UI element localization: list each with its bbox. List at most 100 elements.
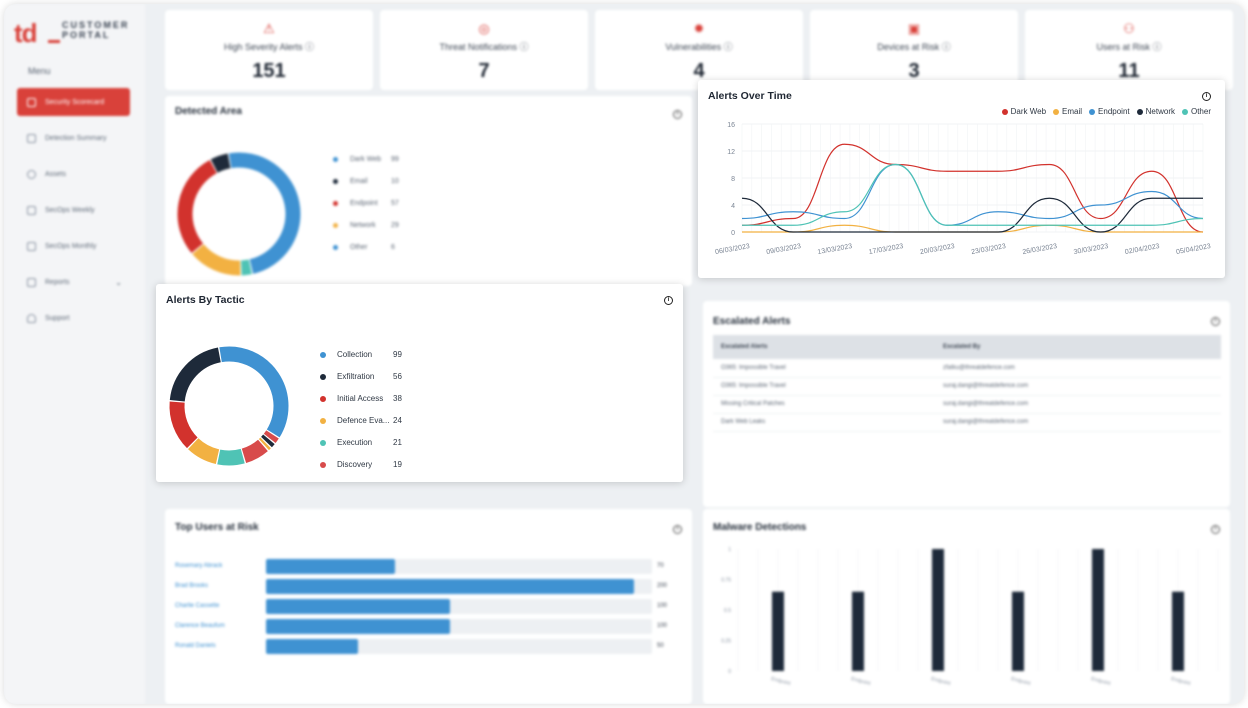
- column-header[interactable]: Escalated Alerts: [713, 335, 935, 359]
- malware-bar[interactable]: [772, 591, 784, 671]
- legend-item[interactable]: Email: [1053, 107, 1082, 116]
- donut-slice[interactable]: [263, 430, 279, 444]
- sidebar-item-security-scorecard[interactable]: Security Scorecard: [17, 88, 130, 116]
- legend-item[interactable]: Initial Access 38: [320, 394, 402, 403]
- legend-item[interactable]: Collection 99: [320, 350, 402, 359]
- sidebar-item-secops-weekly[interactable]: SecOps Weekly: [17, 196, 130, 224]
- user-risk-value: 70: [657, 563, 664, 569]
- table-row[interactable]: Missing Critical Patches suraj.dangi@thre…: [713, 395, 1221, 414]
- kpi-card-devices-at-risk[interactable]: ▣ Devices at Risk ⓘ 3: [810, 10, 1018, 90]
- kpi-card-threat-notifications[interactable]: ◎ Threat Notifications ⓘ 7: [380, 10, 588, 90]
- sidebar-item-detection-summary[interactable]: Detection Summary: [17, 124, 130, 152]
- malware-bar[interactable]: [1092, 549, 1104, 671]
- info-icon[interactable]: i: [673, 525, 682, 534]
- user-name-link[interactable]: Brad Brooks: [175, 583, 209, 589]
- series-line[interactable]: [741, 163, 1204, 226]
- table-row[interactable]: Dark Web Leaks suraj.dangi@threatdefence.…: [713, 413, 1221, 432]
- top-users-card: Top Users at Risk i Rosemary Abrack 70 Bra…: [165, 509, 692, 704]
- legend-item[interactable]: Discovery 19: [320, 460, 402, 469]
- legend-item[interactable]: Other 6: [333, 244, 395, 251]
- user-name-link[interactable]: Charlie Cassette: [175, 603, 220, 609]
- sidebar: td CUSTOMER PORTAL Menu Security Scorecar…: [4, 4, 145, 704]
- donut-slice[interactable]: [169, 347, 222, 402]
- legend-dot: [320, 417, 326, 424]
- malware-bar[interactable]: [1012, 591, 1024, 671]
- legend-label: Endpoint: [350, 200, 378, 207]
- user-risk-bar[interactable]: [266, 639, 358, 654]
- table-row[interactable]: O365: Impossible Travel zfatku@threatdefe…: [713, 359, 1221, 378]
- user-risk-value: 100: [657, 623, 668, 629]
- donut-slice[interactable]: [261, 434, 275, 448]
- user-risk-bar[interactable]: [266, 579, 634, 594]
- legend-item[interactable]: Network 29: [333, 222, 399, 229]
- user-name-link[interactable]: Clarence Beaufum: [175, 623, 225, 629]
- bar-track: [266, 639, 652, 654]
- escalated-alerts-card: Escalated Alerts i Escalated Alerts Esca…: [703, 301, 1230, 507]
- legend-label: Other: [350, 244, 368, 251]
- info-icon[interactable]: i: [673, 110, 682, 119]
- user-name-link[interactable]: Rosemary Abrack: [175, 563, 223, 569]
- donut-slice[interactable]: [188, 438, 220, 465]
- chevron-down-icon: ⌄: [115, 277, 122, 287]
- legend-item[interactable]: Endpoint 57: [333, 200, 399, 207]
- kpi-card-high-severity-alerts[interactable]: ⚠ High Severity Alerts ⓘ 151: [165, 10, 373, 90]
- column-header[interactable]: Escalated By: [935, 335, 1221, 359]
- sidebar-item-secops-monthly[interactable]: SecOps Monthly: [17, 232, 130, 260]
- user-risk-bar[interactable]: [266, 619, 450, 634]
- malware-bar[interactable]: [1172, 591, 1184, 671]
- malware-bar[interactable]: [932, 549, 944, 671]
- donut-slice[interactable]: [192, 243, 241, 276]
- legend-label: Exfiltration: [337, 372, 375, 381]
- user-name-link[interactable]: Ronald Daniels: [175, 643, 216, 649]
- card-title: Alerts Over Time: [708, 90, 792, 102]
- series-line[interactable]: [741, 143, 1204, 233]
- sidebar-item-assets[interactable]: Assets: [17, 160, 130, 188]
- legend-label: Network: [1145, 107, 1175, 116]
- card-title: Malware Detections: [713, 522, 807, 533]
- series-line[interactable]: [742, 163, 1204, 226]
- info-icon[interactable]: i: [664, 296, 673, 305]
- table-row[interactable]: O365: Impossible Travel suraj.dangi@threa…: [713, 377, 1221, 396]
- info-icon[interactable]: i: [1202, 92, 1211, 101]
- donut-slice[interactable]: [219, 346, 289, 438]
- user-risk-bar[interactable]: [266, 599, 450, 614]
- series-line[interactable]: [741, 224, 1203, 233]
- legend-item[interactable]: Email 10: [333, 178, 399, 185]
- legend-item[interactable]: Endpoint: [1089, 107, 1130, 116]
- info-icon[interactable]: i: [1211, 525, 1220, 534]
- card-title: Escalated Alerts: [713, 316, 791, 327]
- chart-legend: Dark Web Email Endpoint Network Other: [1001, 107, 1211, 116]
- user-risk-value: 200: [657, 583, 668, 589]
- malware-bar[interactable]: [852, 591, 864, 671]
- user-risk-bar[interactable]: [266, 559, 395, 574]
- kpi-card-users-at-risk[interactable]: ⚇ Users at Risk ⓘ 11: [1025, 10, 1233, 90]
- donut-slice[interactable]: [258, 437, 271, 451]
- sidebar-item-support[interactable]: Support: [17, 304, 130, 332]
- legend-item[interactable]: Execution 21: [320, 438, 402, 447]
- donut-slice[interactable]: [228, 152, 301, 274]
- legend-item[interactable]: Dark Web: [1001, 107, 1046, 116]
- donut-slice[interactable]: [241, 439, 268, 463]
- card-title: Top Users at Risk: [175, 522, 259, 533]
- info-icon[interactable]: i: [1211, 317, 1220, 326]
- legend-dot: [320, 439, 326, 446]
- legend-item[interactable]: Defence Eva... 24: [320, 416, 402, 425]
- donut-slice[interactable]: [217, 448, 245, 466]
- table-cell: zfatku@threatdefence.com: [935, 359, 1221, 378]
- donut-slice[interactable]: [240, 259, 252, 276]
- sidebar-item-reports[interactable]: Reports ⌄: [17, 268, 130, 296]
- legend-item[interactable]: Network: [1136, 107, 1175, 116]
- y-tick-label: 0: [731, 230, 735, 237]
- donut-slice[interactable]: [210, 153, 231, 173]
- kpi-card-vulnerabilities[interactable]: ✹ Vulnerabilities ⓘ 4: [595, 10, 803, 90]
- donut-slice[interactable]: [169, 401, 198, 449]
- donut-slice[interactable]: [177, 159, 218, 254]
- legend-item[interactable]: Other: [1181, 107, 1211, 116]
- legend-item[interactable]: Dark Web 99: [333, 156, 399, 163]
- menu-label: Menu: [28, 66, 51, 76]
- series-line[interactable]: [741, 197, 1203, 233]
- legend-value: 99: [391, 156, 399, 163]
- legend-item[interactable]: Exfiltration 56: [320, 372, 402, 381]
- card-title: Detected Area: [175, 106, 242, 117]
- alerts-over-time-chart: 16 12 8 4 0 06/03/2023 09/03/2023 13/03/2023 17/…: [715, 122, 1212, 256]
